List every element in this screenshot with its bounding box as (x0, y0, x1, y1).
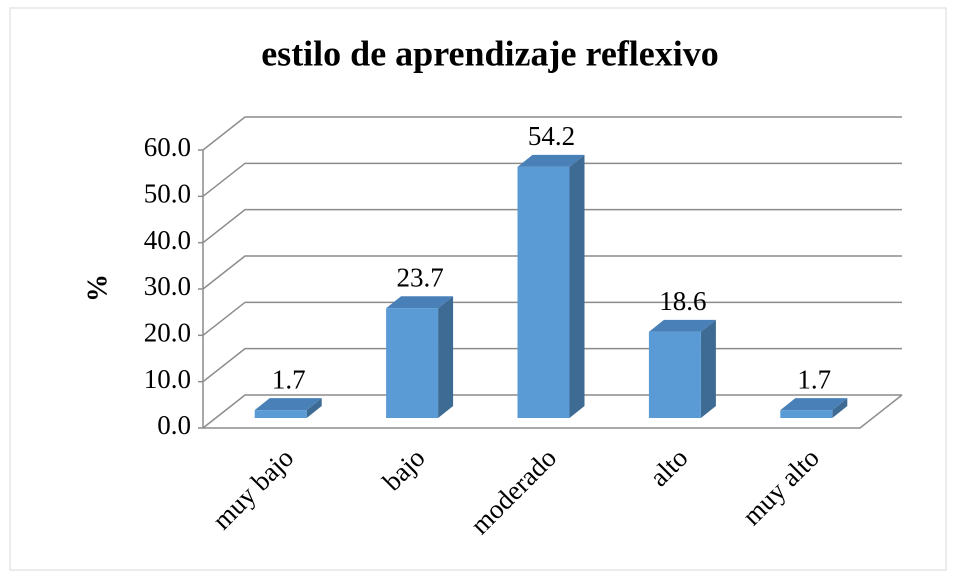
bar (648, 331, 701, 418)
grid-line (202, 116, 902, 151)
value-label: 23.7 (396, 262, 443, 292)
bar-top (254, 398, 322, 411)
chart-title: estilo de aprendizaje reflexivo (261, 33, 719, 73)
y-tick-label: 60.0 (144, 132, 191, 162)
bar-top (648, 319, 716, 332)
bar-top (780, 398, 848, 411)
bar-side (438, 296, 454, 418)
grid-line (202, 301, 902, 336)
bar (386, 308, 439, 418)
floor (203, 394, 903, 429)
bar (254, 410, 307, 418)
bar-top (517, 154, 585, 167)
bar-side (832, 398, 848, 418)
value-label: 54.2 (528, 121, 575, 151)
bar-top (386, 296, 454, 309)
y-tick-label: 40.0 (144, 225, 191, 255)
y-tick-label: 30.0 (144, 271, 191, 301)
grid-line (202, 255, 902, 290)
value-label: 18.6 (659, 286, 706, 316)
bar-side (700, 319, 716, 418)
grid-line (202, 162, 902, 197)
value-label: 1.7 (272, 364, 306, 394)
value-label: 1.7 (797, 364, 831, 394)
bar (780, 410, 833, 418)
y-tick-label: 50.0 (144, 179, 191, 209)
chart-border (9, 7, 947, 571)
y-tick-label: 10.0 (144, 364, 191, 394)
bar-side (569, 154, 585, 418)
y-axis-label: % (82, 274, 113, 302)
bar (517, 166, 570, 418)
bar-side (306, 398, 322, 418)
y-tick-label: 20.0 (144, 318, 191, 348)
y-tick-label: 0.0 (157, 410, 191, 440)
grid-line (202, 208, 902, 244)
